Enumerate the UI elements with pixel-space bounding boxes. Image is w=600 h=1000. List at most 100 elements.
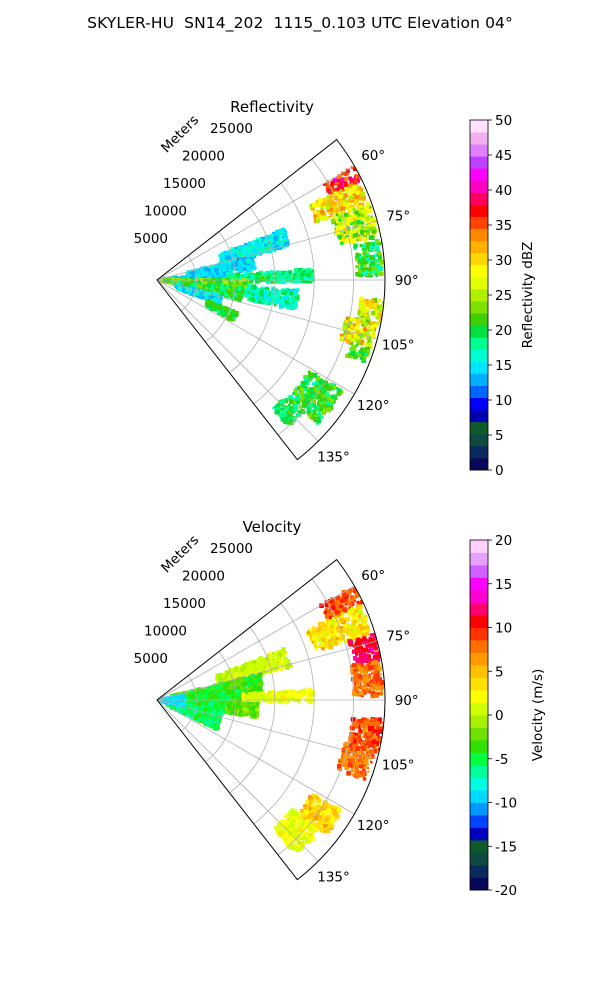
data-cell bbox=[328, 623, 331, 627]
data-cell bbox=[335, 626, 339, 630]
data-cell bbox=[363, 617, 367, 621]
data-cell bbox=[231, 251, 236, 255]
data-cell bbox=[337, 174, 342, 179]
data-cell bbox=[356, 213, 362, 218]
data-cell bbox=[359, 243, 363, 248]
range-ring bbox=[180, 255, 197, 312]
data-cell bbox=[244, 282, 250, 288]
data-cell bbox=[367, 337, 372, 342]
data-cell bbox=[365, 245, 370, 249]
data-cell bbox=[366, 627, 370, 632]
data-cell bbox=[357, 602, 360, 605]
data-cell bbox=[324, 380, 329, 385]
data-cell bbox=[310, 629, 315, 634]
data-cell bbox=[343, 212, 349, 217]
data-cell bbox=[379, 255, 382, 258]
azimuth-spoke bbox=[156, 279, 378, 340]
data-cell bbox=[341, 210, 346, 216]
data-cell bbox=[368, 647, 374, 652]
data-cell bbox=[253, 287, 257, 290]
data-field bbox=[157, 587, 385, 853]
data-cell bbox=[274, 303, 277, 307]
data-cell bbox=[316, 387, 319, 390]
data-cell bbox=[368, 236, 373, 240]
data-cell bbox=[226, 278, 231, 283]
data-cell bbox=[360, 669, 364, 674]
data-cell bbox=[301, 400, 305, 403]
data-cell bbox=[349, 333, 355, 339]
data-cell bbox=[246, 284, 252, 290]
data-cell bbox=[337, 615, 341, 619]
data-cell bbox=[362, 614, 367, 619]
data-cell bbox=[318, 383, 321, 385]
data-cell bbox=[227, 264, 230, 268]
data-cell bbox=[372, 226, 375, 229]
data-cell bbox=[247, 275, 251, 279]
data-cell bbox=[304, 404, 309, 409]
colorbar-tick-label: 25 bbox=[495, 288, 512, 304]
data-cell bbox=[351, 207, 355, 211]
panel-title: Velocity bbox=[243, 518, 302, 536]
data-cell bbox=[313, 211, 317, 215]
data-cell bbox=[356, 692, 360, 695]
data-cell bbox=[354, 641, 360, 646]
data-cell bbox=[374, 249, 378, 252]
data-cell bbox=[359, 215, 362, 218]
data-cell bbox=[369, 259, 372, 262]
data-cell bbox=[351, 344, 356, 350]
data-cell bbox=[361, 317, 365, 322]
colorbar-segment bbox=[470, 216, 488, 230]
data-cell bbox=[233, 313, 239, 318]
data-cell bbox=[289, 406, 293, 410]
data-cell bbox=[353, 179, 358, 184]
data-cell bbox=[353, 622, 356, 626]
data-cell bbox=[340, 239, 344, 244]
azimuth-spoke bbox=[156, 220, 378, 281]
data-cell bbox=[301, 391, 305, 395]
data-cell bbox=[365, 252, 370, 258]
data-cell bbox=[328, 619, 332, 623]
data-cell bbox=[230, 295, 233, 299]
data-cell bbox=[274, 245, 279, 250]
data-cell bbox=[228, 316, 233, 321]
data-cell bbox=[326, 610, 332, 616]
data-cell bbox=[362, 304, 366, 308]
data-cell bbox=[225, 315, 229, 319]
data-cell bbox=[253, 241, 257, 245]
data-cell bbox=[369, 235, 372, 238]
data-cell bbox=[321, 647, 325, 651]
data-cell bbox=[216, 310, 221, 314]
data-cell bbox=[285, 288, 289, 291]
data-cell bbox=[220, 285, 224, 289]
data-cell bbox=[240, 264, 245, 269]
data-cell bbox=[361, 617, 366, 622]
data-cell bbox=[319, 389, 323, 393]
data-cell bbox=[324, 625, 330, 631]
data-cell bbox=[359, 204, 363, 209]
data-cell bbox=[272, 288, 275, 291]
data-cell bbox=[330, 625, 334, 630]
data-cell bbox=[350, 635, 356, 641]
data-cell bbox=[242, 247, 247, 252]
data-cell bbox=[277, 229, 281, 233]
data-cell bbox=[347, 217, 352, 222]
data-cell bbox=[361, 233, 364, 236]
data-cell bbox=[252, 240, 255, 243]
data-cell bbox=[171, 280, 175, 284]
data-cell bbox=[217, 304, 222, 309]
data-cell bbox=[286, 303, 292, 308]
data-cell bbox=[338, 230, 343, 235]
data-cell bbox=[361, 633, 366, 638]
data-cell bbox=[327, 639, 333, 645]
data-cell bbox=[240, 245, 245, 250]
data-cell bbox=[353, 185, 358, 189]
data-cell bbox=[330, 183, 334, 187]
data-cell bbox=[300, 396, 305, 400]
data-cell bbox=[190, 283, 195, 288]
data-cell bbox=[371, 671, 375, 675]
data-cell bbox=[350, 337, 355, 342]
data-cell bbox=[239, 299, 242, 302]
data-cell bbox=[359, 690, 364, 696]
colorbar-segment bbox=[470, 373, 488, 386]
data-cell bbox=[364, 206, 369, 211]
